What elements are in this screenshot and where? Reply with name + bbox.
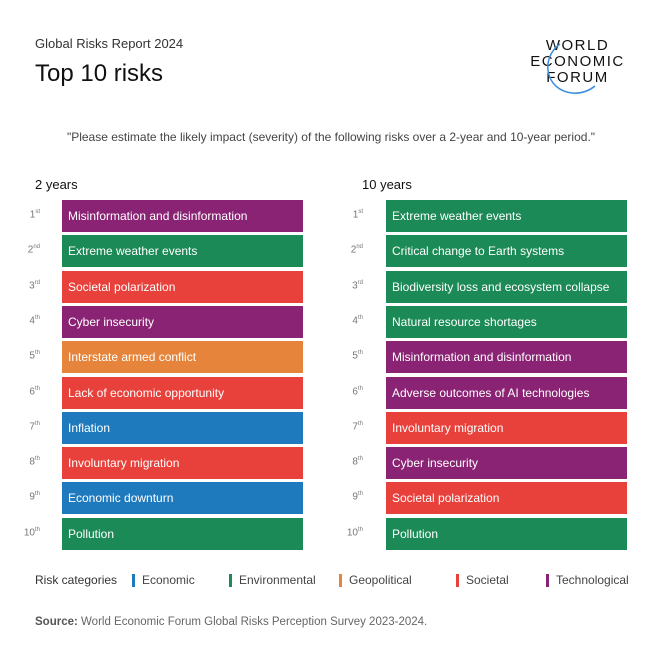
legend-item: Economic: [132, 573, 195, 587]
risk-bar: Cyber insecurity: [62, 305, 303, 338]
legend-label: Economic: [142, 573, 195, 587]
risk-bar: Involuntary migration: [386, 411, 627, 444]
legend-swatch: [132, 573, 135, 587]
rank-label: 2nd: [27, 244, 40, 256]
risk-bar: Economic downturn: [62, 482, 303, 515]
rank-label: 1st: [352, 209, 363, 221]
risk-bar: Natural resource shortages: [386, 305, 627, 338]
rank-label: 7th: [352, 420, 363, 433]
risk-bar: Lack of economic opportunity: [62, 376, 303, 409]
rank-label: 5th: [29, 350, 40, 362]
rank-label: 10th: [23, 526, 40, 539]
source-label: Source:: [35, 616, 78, 628]
rank-label: 8th: [352, 456, 363, 468]
rank-label: 4th: [352, 314, 363, 327]
legend-item: Societal: [456, 573, 509, 587]
column-title-10-years: 10 years: [362, 177, 412, 192]
legend-item: Geopolitical: [339, 573, 412, 587]
risk-bar: Inflation: [62, 411, 303, 444]
risk-bar: Pollution: [62, 517, 303, 550]
rank-label: 6th: [29, 385, 40, 397]
legend-label: Technological: [556, 573, 629, 587]
legend-label: Geopolitical: [349, 573, 412, 587]
legend-swatch: [339, 573, 342, 587]
legend-swatch: [229, 573, 232, 587]
rank-label: 2nd: [350, 244, 363, 256]
legend-item: Environmental: [229, 573, 316, 587]
source-text: World Economic Forum Global Risks Percep…: [77, 616, 428, 628]
risk-bar: Biodiversity loss and ecosystem collapse: [386, 270, 627, 303]
risk-bar: Involuntary migration: [62, 447, 303, 480]
legend-item: Technological: [546, 573, 629, 587]
source-note: Source: World Economic Forum Global Risk…: [35, 616, 427, 628]
risk-bar: Extreme weather events: [386, 200, 627, 232]
rank-label: 9th: [352, 491, 363, 503]
rank-label: 9th: [29, 491, 40, 503]
column-title-2-years: 2 years: [35, 177, 78, 192]
risk-bar: Societal polarization: [62, 270, 303, 303]
risk-bar: Cyber insecurity: [386, 447, 627, 480]
legend-swatch: [456, 573, 459, 587]
risk-bar: Pollution: [386, 517, 627, 550]
page-title: Top 10 risks: [35, 60, 164, 87]
risk-bar: Adverse outcomes of AI technologies: [386, 376, 627, 409]
rank-label: 3rd: [29, 279, 40, 291]
risk-bar: Interstate armed conflict: [62, 341, 303, 374]
rank-label: 7th: [29, 420, 40, 433]
report-subtitle: Global Risks Report 2024: [35, 36, 184, 51]
rank-label: 1st: [29, 209, 40, 221]
risk-bar: Extreme weather events: [62, 235, 303, 268]
wef-logo: WORLD ECONOMIC FORUM: [520, 38, 635, 94]
rank-label: 4th: [29, 314, 40, 327]
rank-label: 5th: [352, 350, 363, 362]
risk-bar: Critical change to Earth systems: [386, 235, 627, 268]
risk-bar: Misinformation and disinformation: [62, 200, 303, 232]
legend-swatch: [546, 573, 549, 587]
rank-label: 8th: [29, 456, 40, 468]
survey-question: "Please estimate the likely impact (seve…: [66, 130, 596, 144]
risk-bar: Societal polarization: [386, 482, 627, 515]
rank-label: 3rd: [352, 279, 363, 291]
rank-label: 10th: [346, 526, 363, 539]
legend-label: Societal: [466, 573, 509, 587]
risk-bar: Misinformation and disinformation: [386, 341, 627, 374]
legend-label: Environmental: [239, 573, 316, 587]
legend-title: Risk categories: [35, 573, 118, 587]
rank-label: 6th: [352, 385, 363, 397]
logo-arc-icon: [547, 43, 596, 94]
